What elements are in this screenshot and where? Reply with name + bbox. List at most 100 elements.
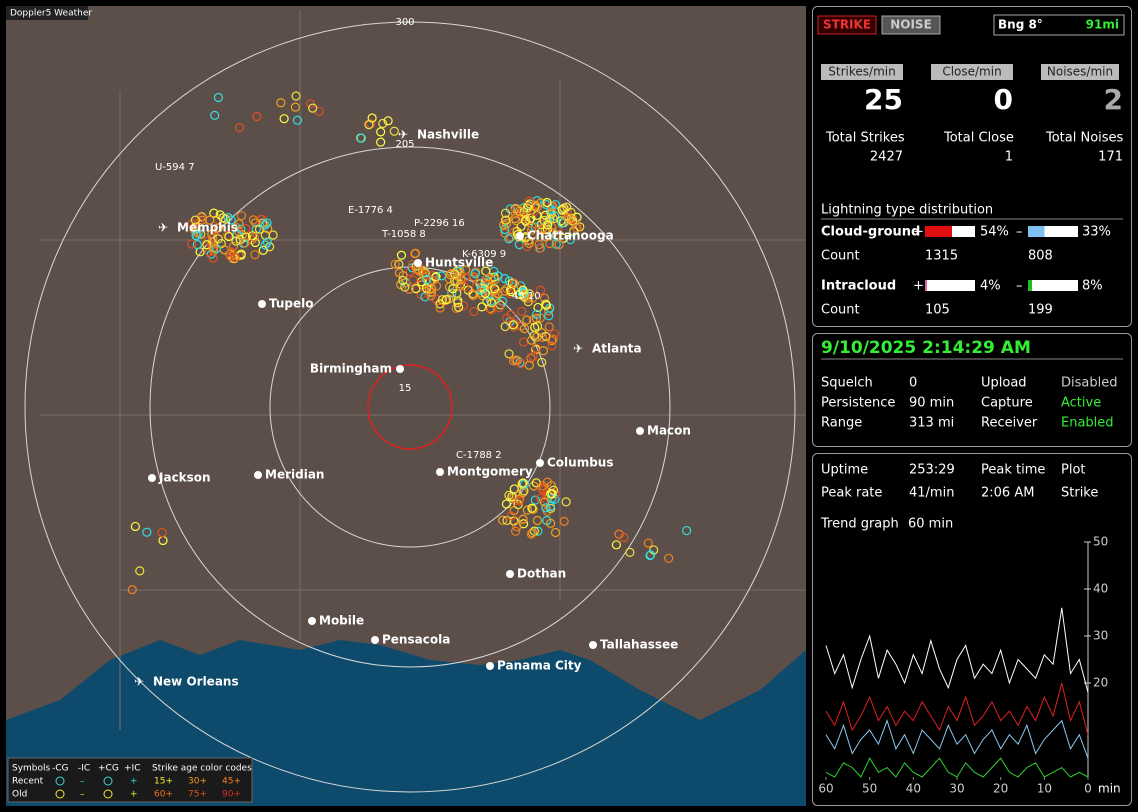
status-cell: Upload [981,376,1027,391]
count: 808 [1028,249,1053,264]
city-label: Huntsville [425,256,493,270]
graph-label: Trend graph [820,517,899,532]
legend-col: -IC [78,764,90,774]
cg-label: Cloud-ground [821,225,920,240]
brand: Doppler5 Weather [10,9,92,19]
count: 105 [925,303,950,318]
city-label: Memphis [177,221,238,235]
status-cell: Disabled [1061,376,1117,391]
city-label: Atlanta [592,342,642,356]
datetime: 9/10/2025 2:14:29 AM [821,338,1031,358]
distance: 91mi [1086,18,1119,32]
ic-neg-pct: 8% [1082,279,1103,294]
status-cell: Squelch [821,376,873,391]
city-label: Tupelo [269,297,314,311]
trend-panel: Uptime 253:29 Peak time Plot Peak rate 41/min… [812,453,1132,806]
x-unit: min [1098,782,1121,796]
graph-span: 60 min [908,517,953,532]
legend-col: +IC [124,764,140,774]
rate-label: Strikes/min [828,65,895,79]
age-code: 75+ [188,790,207,800]
strike-tag: 45 10 [512,291,541,302]
noise-rate: 2 [1104,83,1123,116]
close-rate: 0 [994,83,1013,116]
svg-text:+: + [130,777,138,787]
age-code: 60+ [154,790,173,800]
rate-label: Close/min [942,65,1001,79]
airport-icon: ✈ [134,675,144,689]
city-label: Columbus [547,456,614,470]
x-tick-label: 40 [906,782,921,796]
city-label: Jackson [158,471,211,485]
legend-age-title: Strike age color codes [152,764,252,774]
city-label: Montgomery [447,465,533,479]
trend-cell: 253:29 [909,463,955,478]
count: 199 [1028,303,1053,318]
legend-row: Recent [12,777,44,787]
total-label: Total Strikes [825,131,905,146]
status-cell: 313 mi [909,416,954,431]
city-dot [396,365,404,373]
airport-icon: ✈ [573,342,583,356]
pct-bar [1028,226,1045,237]
stats-panel: STRIKE NOISE Bng 8° 91mi Strikes/min Clo… [812,6,1132,327]
strike-tag: U-594 7 [155,162,195,173]
x-tick-label: 60 [818,782,833,796]
pct-bar-frame [925,280,975,291]
y-tick-label: 40 [1093,582,1108,596]
cg-pos-pct: 54% [980,225,1009,240]
city-dot [254,471,262,479]
city-label: Panama City [497,659,582,673]
strike-button-label[interactable]: STRIKE [823,18,871,32]
airport-icon: ✈ [158,221,168,235]
city-label: Dothan [517,567,566,581]
dist-title: Lightning type distribution [821,203,993,218]
strike-button[interactable] [817,15,877,35]
age-code: 90+ [222,790,241,800]
trend-line [825,757,1089,778]
status-cell: Receiver [981,416,1038,431]
trend-cell: 41/min [909,486,954,501]
city-dot [414,259,422,267]
city-label: Mobile [319,614,364,628]
city-dot [436,468,444,476]
strike-tag: T-1058 8 [381,229,426,240]
noise-button-label[interactable]: NOISE [890,18,932,32]
pct-bar-frame [1028,280,1078,291]
y-tick-label: 20 [1093,676,1108,690]
svg-text:+: + [913,225,924,240]
city-dot [506,570,514,578]
strike-tag: P-2296 16 [414,218,465,229]
legend-row: Old [12,790,27,800]
city-dot [308,617,316,625]
total-label: Total Close [943,131,1014,146]
city-dot [636,427,644,435]
pct-bar [925,280,927,291]
city-label: Tallahassee [600,638,678,652]
ic-label: Intracloud [821,279,896,294]
bearing: Bng 8° [998,18,1043,32]
total: 171 [1098,150,1123,165]
status-cell: Enabled [1061,416,1114,431]
map: Doppler5 Weather 300 205 15 ✈ Nashville ✈ M… [6,6,806,806]
ring-label: 15 [399,383,412,394]
ring-label: 205 [395,139,414,150]
trend-cell: Strike [1061,486,1098,501]
x-tick-label: 0 [1084,782,1092,796]
city-label: Macon [647,424,691,438]
status-cell: 0 [909,376,917,391]
airport-icon: ✈ [398,128,408,142]
legend-col: -CG [52,764,69,774]
svg-text:–: – [80,777,85,787]
count: 1315 [925,249,958,264]
svg-text:–: – [80,790,85,800]
trend-cell: Peak rate [821,486,882,501]
pct-bar [925,226,952,237]
noise-button[interactable] [881,15,941,35]
strike-tag: E-1776 4 [348,205,393,216]
pct-bar-frame [1028,226,1078,237]
cg-neg-pct: 33% [1082,225,1111,240]
count-label: Count [821,249,860,264]
